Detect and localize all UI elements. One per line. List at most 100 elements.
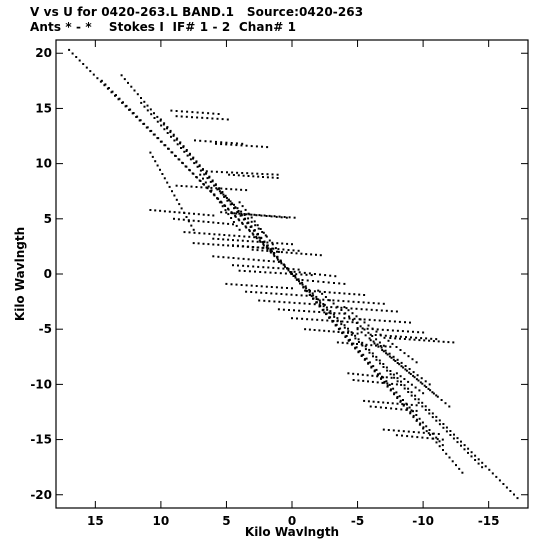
uv-point — [183, 231, 186, 234]
uv-point — [261, 173, 264, 175]
uv-point — [230, 217, 233, 219]
uv-point — [244, 225, 247, 228]
uv-point — [396, 377, 399, 380]
uv-point — [312, 280, 314, 282]
uv-point — [415, 361, 418, 364]
uv-point — [288, 309, 290, 311]
uv-point — [257, 232, 259, 235]
uv-point — [287, 267, 290, 270]
uv-point — [179, 141, 182, 144]
uv-point — [245, 284, 248, 287]
uv-point — [212, 243, 215, 246]
uv-point — [372, 400, 375, 403]
uv-point — [344, 312, 347, 315]
x-tick-label: 15 — [87, 514, 104, 528]
uv-point — [407, 355, 410, 358]
uv-point — [391, 329, 394, 332]
uv-point — [162, 123, 165, 126]
uv-point — [390, 356, 393, 359]
uv-point — [198, 232, 201, 235]
uv-point — [367, 400, 370, 403]
uv-point — [211, 179, 214, 182]
uv-point — [401, 434, 403, 437]
uv-point — [347, 309, 350, 312]
uv-point — [265, 215, 268, 217]
uv-point — [337, 328, 340, 331]
uv-point — [279, 272, 282, 275]
uv-point — [396, 402, 399, 405]
uv-point — [382, 376, 385, 379]
uv-point — [369, 339, 372, 342]
uv-point — [406, 403, 408, 406]
uv-point — [271, 250, 274, 253]
uv-point — [215, 142, 217, 145]
uv-point — [221, 191, 224, 193]
uv-point — [421, 401, 424, 404]
uv-point — [229, 203, 232, 206]
uv-point — [295, 252, 298, 255]
uv-point — [280, 286, 283, 289]
uv-point — [146, 126, 149, 129]
uv-point — [259, 240, 262, 243]
uv-point — [210, 170, 213, 173]
uv-point — [237, 210, 240, 212]
uv-point — [395, 391, 398, 394]
uv-point — [163, 177, 166, 180]
uv-point — [395, 383, 398, 386]
uv-point — [481, 466, 484, 469]
y-tick-label: -5 — [39, 322, 52, 336]
uv-point — [321, 292, 324, 295]
uv-point — [393, 320, 396, 323]
uv-point — [303, 271, 306, 274]
uv-point — [276, 173, 279, 176]
uv-point — [349, 338, 351, 341]
uv-point — [303, 302, 306, 305]
uv-point — [297, 278, 300, 281]
uv-point — [226, 199, 229, 202]
uv-point — [305, 294, 308, 297]
uv-point — [199, 139, 202, 142]
uv-point — [405, 408, 408, 411]
uv-point — [372, 302, 375, 305]
uv-point — [418, 423, 421, 426]
uv-point — [452, 437, 455, 440]
uv-point — [361, 327, 364, 330]
uv-point — [153, 112, 155, 115]
uv-point — [435, 394, 438, 397]
uv-point — [477, 458, 480, 461]
uv-point — [291, 243, 293, 246]
uv-point — [290, 272, 293, 275]
uv-point — [345, 307, 348, 310]
uv-point — [260, 285, 263, 288]
uv-point — [461, 471, 464, 474]
uv-point — [417, 401, 420, 404]
uv-point — [332, 330, 335, 333]
uv-point — [311, 318, 314, 321]
uv-point — [115, 94, 117, 97]
uv-point — [248, 230, 251, 233]
uv-point — [180, 207, 183, 210]
uv-point — [180, 110, 183, 113]
uv-point — [399, 349, 402, 351]
uv-point — [161, 173, 164, 175]
uv-point — [233, 203, 235, 206]
uv-point — [193, 162, 196, 165]
uv-point — [355, 346, 358, 349]
uv-point — [100, 79, 103, 82]
uv-point — [247, 258, 250, 261]
uv-point — [427, 387, 430, 390]
uv-point — [396, 397, 399, 399]
uv-point — [282, 248, 285, 251]
uv-point — [293, 301, 296, 304]
uv-point — [172, 133, 175, 136]
uv-point — [207, 185, 210, 188]
uv-point — [189, 158, 192, 161]
uv-point — [262, 266, 265, 269]
uv-point — [328, 299, 331, 302]
uv-point — [387, 339, 390, 342]
uv-point — [502, 483, 505, 485]
uv-point — [435, 436, 438, 439]
uv-point — [390, 407, 393, 410]
uv-point — [343, 306, 346, 309]
uv-point — [210, 189, 213, 192]
